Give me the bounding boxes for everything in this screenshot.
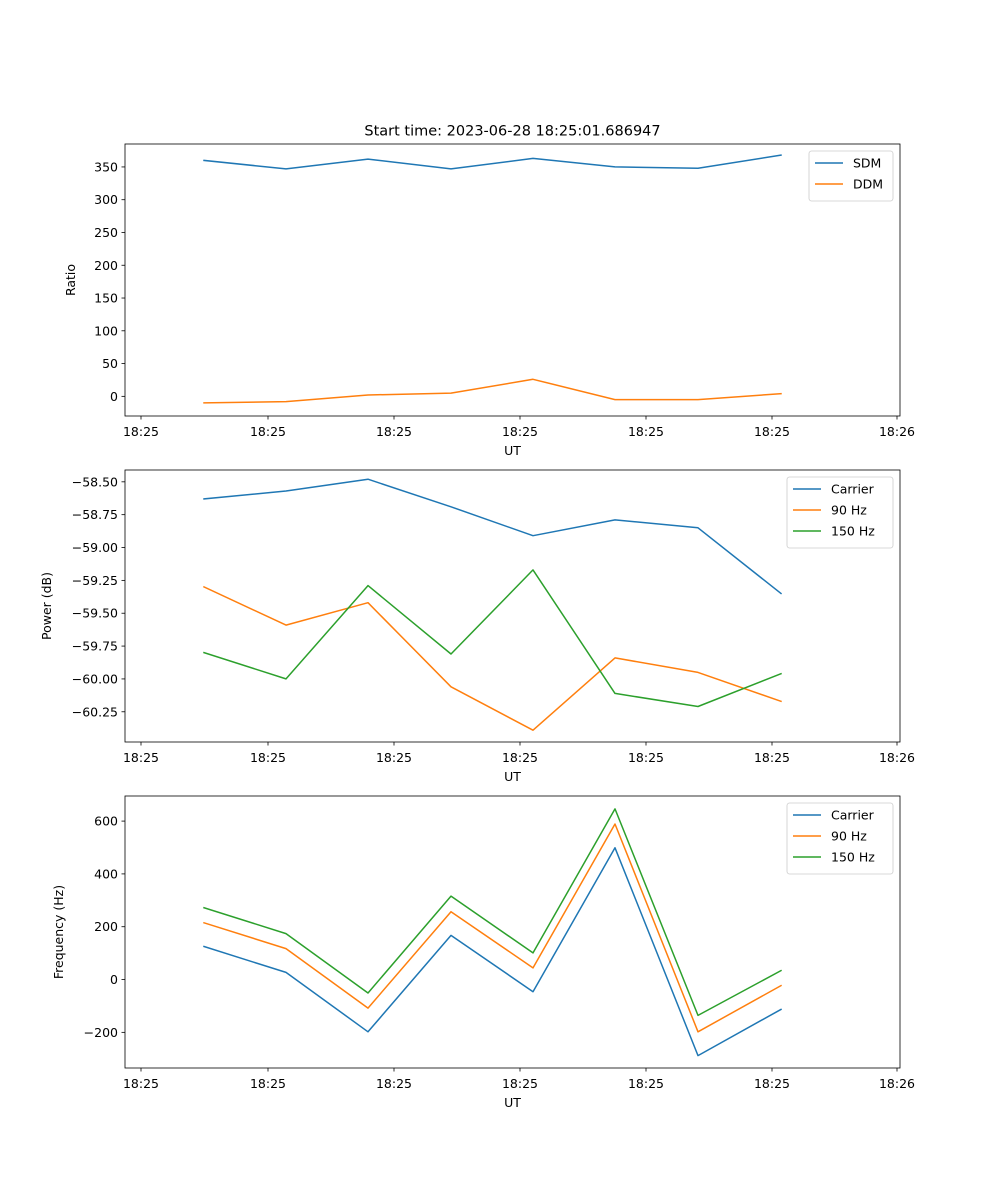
series-line-90-hz [203, 823, 783, 1033]
y-axis-label: Ratio [63, 264, 78, 296]
x-tick-label: 18:25 [123, 750, 159, 765]
x-tick-label: 18:25 [754, 424, 790, 439]
plots: 0 50 100 150 200 250 300 350 18:25 18:25 18:25 18:2… [39, 143, 915, 1110]
y-axis-label: Power (dB) [39, 572, 54, 640]
y-tick-label: −59.25 [72, 573, 118, 588]
y-tick-label: 300 [94, 192, 118, 207]
legend-label: 150 Hz [831, 850, 875, 865]
y-tick-label: −58.50 [72, 474, 118, 489]
x-tick-label: 18:25 [123, 424, 159, 439]
y-tick-label: −60.25 [72, 704, 118, 719]
series-line-90-hz [203, 585, 782, 731]
legend-label: 150 Hz [831, 524, 875, 539]
y-axis-label: Frequency (Hz) [51, 885, 66, 979]
x-axis-label: UT [504, 1095, 521, 1110]
plot-2-lines [203, 478, 783, 731]
plot-1: 0 50 100 150 200 250 300 350 18:25 18:25 18:25 18:2… [63, 143, 915, 458]
axes-frame [124, 143, 901, 417]
series-line-carrier [203, 847, 783, 1057]
legend: Carrier 90 Hz 150 Hz [786, 802, 894, 875]
y-tick-label: −58.75 [72, 507, 118, 522]
x-tick-label: 18:25 [250, 424, 286, 439]
y-tick-label: −59.50 [72, 606, 118, 621]
x-tick-label: 18:26 [879, 1076, 915, 1091]
legend-label: 90 Hz [831, 503, 867, 518]
x-tick-label: 18:26 [879, 750, 915, 765]
legend-label: DDM [853, 177, 883, 192]
legend: SDM DDM [808, 150, 894, 202]
series-line-ddm [203, 378, 782, 404]
x-tick-label: 18:26 [879, 424, 915, 439]
series-line-150-hz [203, 569, 782, 708]
x-tick-label: 18:25 [502, 1076, 538, 1091]
x-tick-label: 18:25 [250, 1076, 286, 1091]
y-tick-label: 0 [110, 972, 118, 987]
figure-title: Start time: 2023-06-28 18:25:01.686947 [364, 124, 660, 140]
axes-frame [124, 795, 901, 1069]
legend-label: Carrier [831, 808, 875, 823]
y-tick-label: −59.00 [72, 540, 118, 555]
y-tick-label: 200 [94, 919, 118, 934]
x-tick-label: 18:25 [628, 750, 664, 765]
plot-3: −200 0 200 400 600 18:25 18:25 18:25 18:25 18:25 1… [51, 795, 915, 1110]
y-tick-label: 100 [94, 323, 118, 338]
x-tick-label: 18:25 [376, 424, 412, 439]
legend: Carrier 90 Hz 150 Hz [786, 476, 894, 549]
legend-label: SDM [853, 156, 881, 171]
y-tick-label: −200 [84, 1025, 118, 1040]
x-tick-label: 18:25 [502, 424, 538, 439]
plot-3-lines [203, 808, 783, 1057]
y-tick-label: 200 [94, 258, 118, 273]
x-tick-label: 18:25 [754, 1076, 790, 1091]
x-tick-label: 18:25 [628, 424, 664, 439]
x-tick-label: 18:25 [376, 1076, 412, 1091]
x-tick-label: 18:25 [754, 750, 790, 765]
y-tick-label: −59.75 [72, 639, 118, 654]
y-tick-label: 600 [94, 814, 118, 829]
series-line-150-hz [203, 808, 783, 1017]
x-axis-label: UT [504, 769, 521, 784]
y-tick-label: −60.00 [72, 671, 118, 686]
y-tick-label: 350 [94, 159, 118, 174]
x-tick-label: 18:25 [502, 750, 538, 765]
axes-frame [124, 469, 901, 743]
x-tick-label: 18:25 [250, 750, 286, 765]
x-tick-label: 18:25 [376, 750, 412, 765]
y-tick-label: 250 [94, 225, 118, 240]
x-tick-label: 18:25 [628, 1076, 664, 1091]
y-tick-label: 400 [94, 866, 118, 881]
plot-2: −60.25 −60.00 −59.75 −59.50 −59.25 −59.00 −58.… [39, 469, 915, 784]
y-tick-label: 0 [110, 389, 118, 404]
x-axis-label: UT [504, 443, 521, 458]
legend-label: Carrier [831, 482, 875, 497]
y-tick-label: 50 [102, 356, 118, 371]
x-tick-label: 18:25 [123, 1076, 159, 1091]
legend-label: 90 Hz [831, 829, 867, 844]
series-line-carrier [203, 478, 783, 595]
series-line-sdm [203, 154, 782, 170]
plot-1-lines [203, 154, 782, 404]
y-tick-label: 150 [94, 291, 118, 306]
